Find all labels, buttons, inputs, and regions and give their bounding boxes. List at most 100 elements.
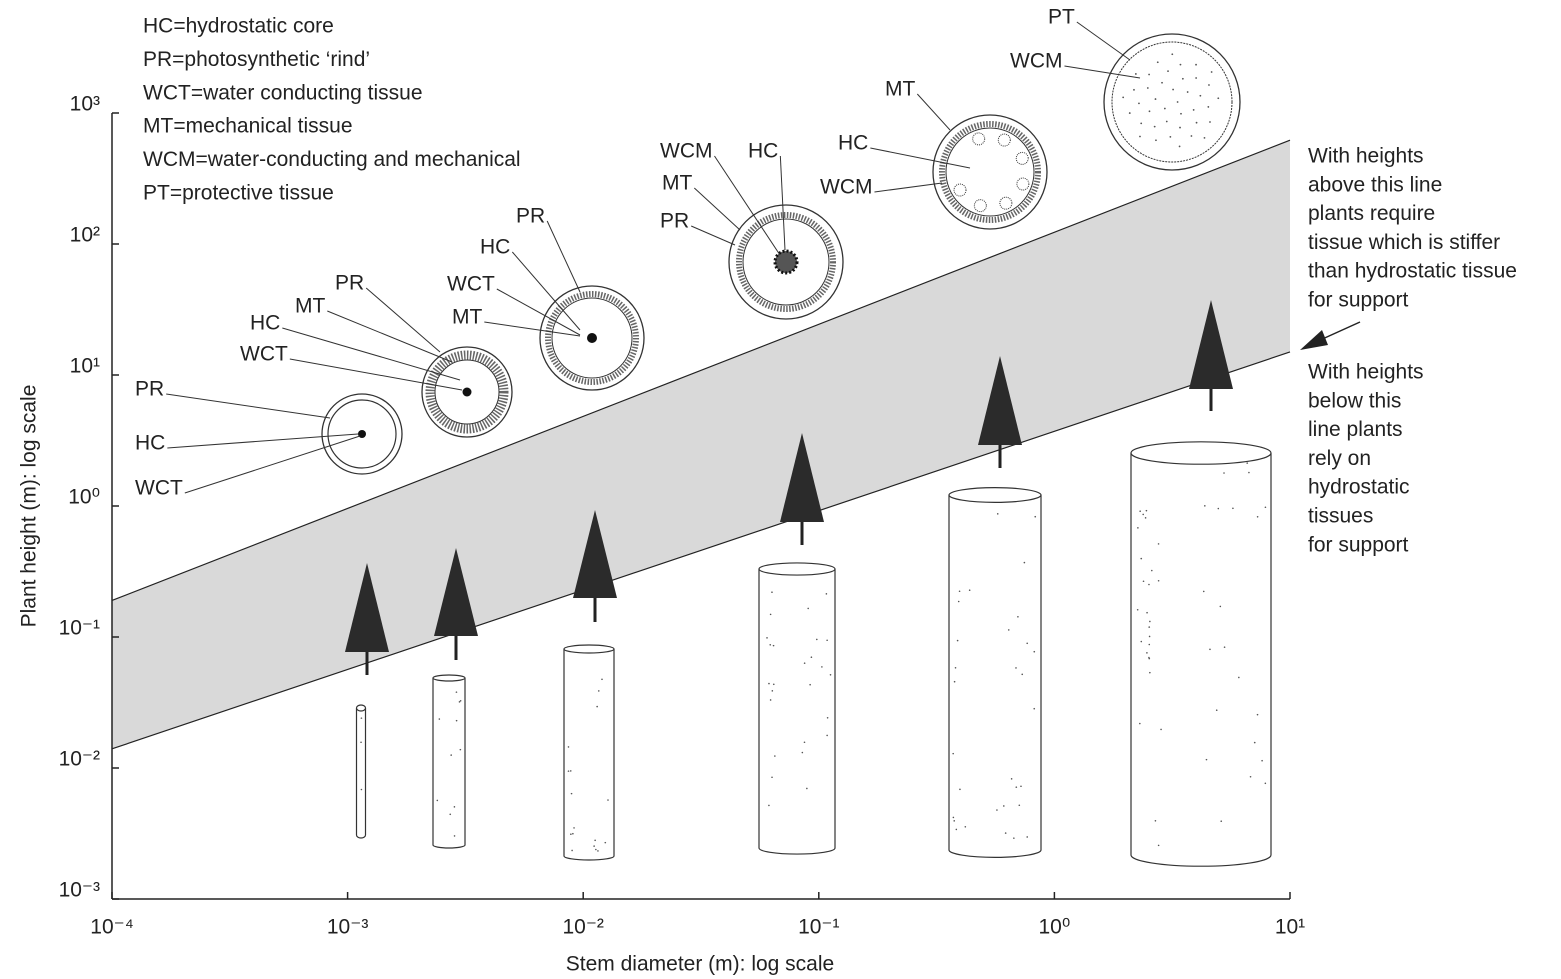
x-tick-label: 10¹ (1275, 916, 1305, 939)
leader-line (917, 94, 950, 130)
annotation-above: tissue which is stiffer (1308, 231, 1500, 254)
stipple (1161, 82, 1163, 84)
stipple (572, 833, 574, 835)
stipple (773, 645, 775, 647)
diagram-label: PR (516, 205, 545, 228)
stipple (1146, 652, 1148, 654)
annotation-below: tissues (1308, 505, 1373, 528)
y-tick-label: 10³ (70, 93, 100, 116)
stipple (1207, 106, 1209, 108)
stipple (1137, 527, 1139, 529)
stipple (821, 666, 823, 668)
key-entry: WCM=water-conducting and mechanical (143, 148, 521, 171)
stipple (769, 644, 771, 646)
diagram-label: WCT (240, 343, 288, 366)
stipple (1148, 644, 1150, 646)
section-inner (946, 128, 1034, 216)
stipple (1138, 102, 1140, 104)
stipple (1139, 510, 1141, 512)
stipple (1155, 820, 1157, 822)
stipple (361, 717, 363, 719)
stipple (1211, 71, 1213, 73)
diagram-label: PT (1048, 6, 1075, 29)
x-tick-label: 10⁰ (1039, 916, 1071, 939)
x-tick-label: 10⁻¹ (798, 916, 839, 939)
stipple (809, 684, 811, 686)
stipple (1026, 643, 1028, 645)
stipple (1139, 136, 1141, 138)
stipple (1196, 122, 1198, 124)
stipple (774, 755, 776, 757)
stipple (1158, 845, 1160, 847)
annotation-below: hydrostatic (1308, 476, 1410, 499)
stipple (1166, 121, 1168, 123)
stipple (1265, 782, 1267, 784)
y-tick-label: 10¹ (70, 355, 100, 378)
stipple (804, 662, 806, 664)
annotation-above: for support (1308, 289, 1409, 312)
diagram-label: PR (135, 378, 164, 401)
stipple (958, 601, 960, 603)
stipple (1151, 570, 1153, 572)
stem-top (1131, 442, 1271, 464)
leader-line (327, 311, 452, 362)
stipple (1143, 580, 1145, 582)
stem-cylinder (949, 495, 1041, 857)
stipple (830, 674, 832, 676)
y-tick-label: 10² (70, 224, 100, 247)
stipple (1129, 112, 1131, 114)
stipple (1248, 472, 1250, 474)
diagram-label: PR (335, 272, 364, 295)
x-tick-label: 10⁻² (562, 916, 603, 939)
stipple (997, 513, 999, 515)
stipple (1195, 64, 1197, 66)
stipple (957, 640, 959, 642)
stipple (771, 591, 773, 593)
diagram-label: MT (885, 78, 915, 101)
stipple (570, 770, 572, 772)
stipple (816, 639, 818, 641)
stipple (1017, 616, 1019, 618)
stipple (826, 639, 828, 641)
stipple (568, 746, 570, 748)
annotation-below: for support (1308, 533, 1409, 556)
stipple (1149, 110, 1151, 112)
stipple (1246, 462, 1248, 464)
stipple (456, 691, 458, 693)
stipple (1140, 122, 1142, 124)
stipple (361, 789, 363, 791)
diagram-label: WCM (1010, 50, 1062, 73)
key-entry: PR=photosynthetic ‘rind’ (143, 48, 370, 71)
stipple (1224, 646, 1226, 648)
stipple (1133, 89, 1135, 91)
stipple (1145, 517, 1147, 519)
stipple (597, 850, 599, 852)
stipple (1008, 629, 1010, 631)
stem-top (433, 675, 465, 681)
diagram-label: HC (135, 432, 165, 455)
stipple (1021, 674, 1023, 676)
stipple (770, 699, 772, 701)
stipple (1149, 672, 1151, 674)
stipple (360, 741, 362, 743)
stipple (595, 849, 597, 851)
stem-cylinder (1131, 453, 1271, 866)
section-core (775, 251, 797, 273)
leader-line (874, 183, 942, 192)
stipple (1148, 657, 1150, 659)
stipple (826, 735, 828, 737)
section-core (587, 333, 597, 343)
stipple (1140, 558, 1142, 560)
stipple (594, 840, 596, 842)
stipple (1209, 649, 1211, 651)
section-bundle (1017, 178, 1029, 190)
stipple (955, 667, 957, 669)
stipple (1011, 778, 1013, 780)
stipple (807, 608, 809, 610)
stipple (1218, 508, 1220, 510)
diagram-label: PR (660, 210, 689, 233)
stipple (1135, 73, 1137, 75)
stipple (1146, 612, 1148, 614)
stipple (1204, 505, 1206, 507)
stipple (1187, 91, 1189, 93)
